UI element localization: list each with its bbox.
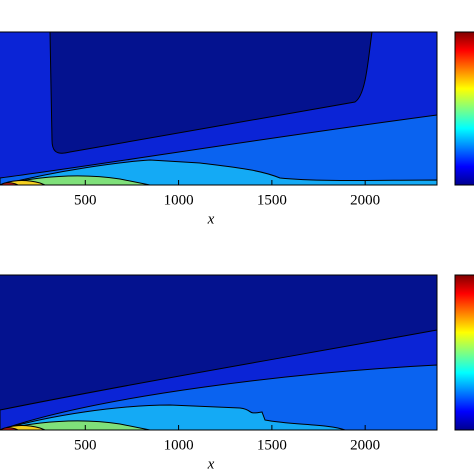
x-axis-label: x	[207, 211, 215, 227]
x-tick-label: 500	[74, 192, 97, 208]
contour-plot	[0, 274, 474, 431]
x-tick-label: 1500	[257, 437, 287, 453]
x-tick-label: 1000	[164, 192, 194, 208]
plot-frame	[0, 31, 438, 186]
x-tick-label: 1000	[164, 437, 194, 453]
x-tick-label: 2000	[350, 192, 380, 208]
x-tick-label: 500	[74, 437, 97, 453]
colorbar	[454, 274, 474, 431]
x-axis-label: x	[207, 456, 215, 472]
contour-region	[49, 31, 373, 154]
colorbar	[454, 31, 474, 186]
contour-plot	[0, 31, 474, 186]
x-tick-label: 1500	[257, 192, 287, 208]
x-tick-label: 2000	[350, 437, 380, 453]
plot-frame	[0, 274, 438, 431]
